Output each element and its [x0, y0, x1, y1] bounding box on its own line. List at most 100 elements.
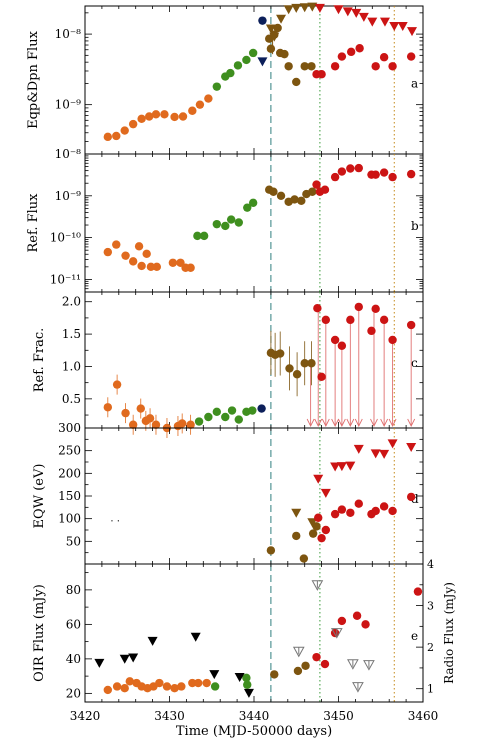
- data-point: [234, 218, 243, 227]
- data-point: [170, 684, 179, 693]
- data-point: [354, 302, 363, 312]
- arrow-head: [388, 418, 397, 428]
- panel-letter: a: [411, 76, 418, 90]
- upper-limit-marker: [379, 17, 390, 27]
- data-point: [292, 370, 302, 379]
- data-point: [266, 546, 276, 555]
- data-point: [195, 100, 205, 109]
- data-point: [194, 417, 204, 426]
- data-point: [120, 684, 129, 693]
- arrow-head: [370, 418, 378, 428]
- data-point: [269, 187, 278, 196]
- data-point: [413, 587, 423, 596]
- data-point: [379, 502, 389, 511]
- data-point: [300, 62, 309, 71]
- data-point: [355, 44, 364, 53]
- y-right-axis-label: Radio Flux (mJy): [442, 582, 456, 684]
- data-point: [233, 61, 243, 70]
- y-tick-label: 150: [58, 489, 81, 503]
- data-point: [320, 185, 330, 194]
- data-point: [406, 52, 416, 61]
- upper-limit-marker: [336, 462, 347, 472]
- upper-limit-marker: [276, 14, 287, 24]
- data-point: [346, 47, 356, 57]
- data-point: [284, 62, 293, 71]
- data-point: [170, 112, 179, 122]
- upper-limit-marker: [333, 5, 344, 15]
- panel-frame: [84, 427, 424, 565]
- data-point: [406, 320, 416, 330]
- upper-limit-marker: [243, 688, 254, 698]
- y-tick-label: 80: [66, 583, 81, 597]
- data-point: [242, 55, 251, 65]
- data-point: [371, 62, 380, 71]
- data-point: [317, 372, 326, 382]
- upper-limit-marker: [314, 3, 325, 13]
- arrow-head: [380, 418, 389, 428]
- upper-limit-marker: [342, 7, 353, 17]
- upper-limit-marker: [128, 653, 139, 663]
- data-point: [103, 132, 113, 142]
- upper-limit-marker: [406, 443, 417, 453]
- data-point: [285, 364, 294, 373]
- data-point: [227, 406, 237, 415]
- data-point: [346, 315, 355, 325]
- data-point: [406, 169, 416, 179]
- x-axis-label: Time (MJD-50000 days): [176, 724, 332, 739]
- y-right-tick-label: 2: [427, 641, 434, 654]
- data-point: [330, 509, 340, 519]
- data-point: [313, 303, 322, 313]
- data-point: [242, 673, 251, 683]
- data-point: [103, 247, 113, 257]
- upper-limit-marker: [367, 17, 378, 27]
- data-point: [361, 620, 370, 629]
- upper-limit-marker: [291, 508, 302, 518]
- data-point: [128, 420, 138, 429]
- data-point: [308, 187, 317, 196]
- data-point: [258, 16, 267, 25]
- upper-limit-marker-open: [363, 660, 375, 671]
- data-point: [178, 112, 188, 121]
- upper-limit-marker: [330, 462, 341, 472]
- data-point: [371, 506, 380, 516]
- upper-limit-marker: [94, 658, 105, 668]
- upper-limit-marker: [209, 670, 220, 680]
- data-point: [379, 53, 389, 62]
- upper-limit-marker: [265, 24, 276, 34]
- y-tick-label: 10⁻¹¹: [50, 272, 81, 286]
- upper-limit-marker: [119, 654, 130, 664]
- y-tick-label: 10⁻⁹: [55, 189, 82, 203]
- upper-limit-marker-open: [347, 659, 359, 670]
- data-point: [337, 167, 347, 176]
- dot-marks: . .: [110, 514, 120, 525]
- y-axis-label: Ref. Flux: [26, 193, 41, 253]
- data-point: [317, 533, 326, 543]
- y-tick-label: 40: [66, 652, 81, 666]
- data-point: [297, 196, 306, 205]
- data-point: [388, 62, 397, 71]
- y-tick-label: 10⁻⁸: [55, 27, 82, 41]
- data-point: [121, 408, 130, 418]
- data-point: [388, 506, 397, 516]
- upper-limit-marker: [370, 449, 381, 459]
- data-point: [112, 131, 121, 141]
- y-tick-label: 0.5: [62, 392, 81, 406]
- upper-limit-marker: [234, 673, 245, 683]
- upper-limit-marker: [257, 57, 268, 67]
- panel-d: 50 100 150 200 250 300 EQW (eV) d . .: [32, 421, 424, 565]
- data-point: [125, 677, 134, 686]
- data-point: [202, 678, 211, 688]
- data-point: [406, 492, 416, 502]
- y-axis-label: EQW (eV): [32, 464, 47, 529]
- data-point: [307, 359, 316, 368]
- data-point: [337, 341, 347, 350]
- data-point: [221, 412, 230, 422]
- arrow-head: [354, 418, 363, 428]
- y-tick-label: 1.5: [62, 327, 81, 341]
- data-point: [188, 106, 197, 115]
- y-axis-label: OIR Flux (mJy): [32, 584, 47, 682]
- y-tick-label: 10⁻⁹: [55, 98, 82, 112]
- data-point: [300, 359, 309, 368]
- data-point: [292, 77, 301, 87]
